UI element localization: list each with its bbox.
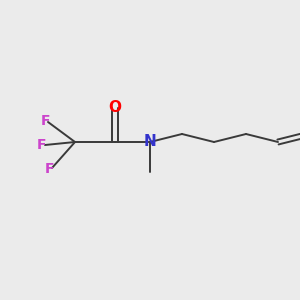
Text: F: F [40, 114, 50, 128]
Text: F: F [45, 162, 55, 176]
Text: O: O [109, 100, 122, 116]
Text: N: N [144, 134, 156, 149]
Text: F: F [36, 138, 46, 152]
